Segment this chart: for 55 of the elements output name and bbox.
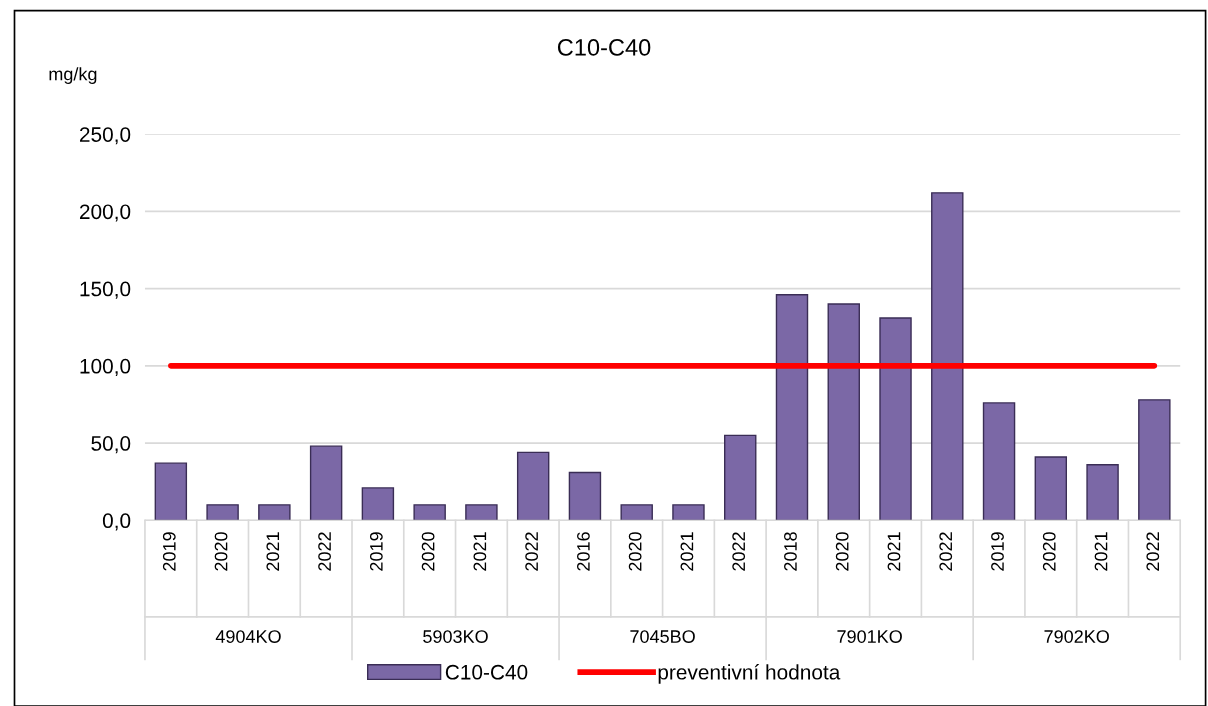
x-tick-label: 2021 <box>680 532 694 571</box>
text: 4904KO <box>215 630 281 643</box>
x-tick-label: 2020 <box>835 532 849 571</box>
bar <box>206 504 239 521</box>
y-tick-label: 150,0 <box>80 281 131 299</box>
legend-label: C10-C40 <box>445 664 528 680</box>
y-axis-title: mg/kg <box>49 67 97 84</box>
text: 5903KO <box>423 630 488 643</box>
x-tick-label: 2016 <box>577 532 590 571</box>
x-tick-label: 2021 <box>266 532 280 571</box>
bar <box>724 434 757 521</box>
x-tick-label: 2020 <box>1042 532 1056 571</box>
text: 7045BO <box>630 630 695 643</box>
bar <box>516 451 550 521</box>
x-tick-label: 2018 <box>784 532 797 571</box>
x-tick-label: 2019 <box>369 532 383 571</box>
y-tick-label: 200,0 <box>79 204 131 222</box>
bar <box>154 462 188 521</box>
x-tick-label: 2021 <box>473 532 487 571</box>
y-tick-label: 100,0 <box>80 358 131 377</box>
x-tick-label: 2021 <box>887 532 901 571</box>
x-tick-label: 2022 <box>318 532 331 571</box>
bar <box>1138 399 1171 521</box>
bar <box>879 317 912 521</box>
x-tick-label: 2022 <box>939 532 953 571</box>
bar <box>982 402 1016 521</box>
bar <box>672 504 705 521</box>
y-tick-label: 50,0 <box>91 436 131 454</box>
text: 7902KO <box>1044 630 1109 643</box>
bar <box>931 192 964 521</box>
x-tick-label: 2021 <box>1094 532 1108 571</box>
x-tick-label: 2022 <box>525 532 539 571</box>
chart-title: C10-C40 <box>557 39 651 56</box>
bar <box>361 487 395 521</box>
x-tick-label: 2020 <box>628 532 642 571</box>
bar <box>309 445 343 521</box>
bar <box>568 471 602 521</box>
bar <box>827 303 860 521</box>
bar <box>413 504 446 521</box>
bar <box>258 504 291 521</box>
bar <box>775 294 809 521</box>
x-tick-label: 2020 <box>421 532 435 571</box>
legend-label: preventivní hodnota <box>658 664 841 684</box>
x-tick-label: 2019 <box>162 532 176 571</box>
y-tick-label: 0,0 <box>102 513 131 531</box>
x-tick-label: 2022 <box>1146 532 1160 571</box>
text: 7901KO <box>837 630 902 643</box>
bar <box>1086 464 1119 521</box>
y-tick-label: 250,0 <box>79 127 131 145</box>
bar <box>465 504 498 521</box>
bar <box>1034 456 1068 521</box>
x-tick-label: 2022 <box>732 532 746 571</box>
x-tick-label: 2019 <box>991 532 1004 571</box>
bar <box>620 504 653 521</box>
x-tick-label: 2020 <box>214 532 228 571</box>
